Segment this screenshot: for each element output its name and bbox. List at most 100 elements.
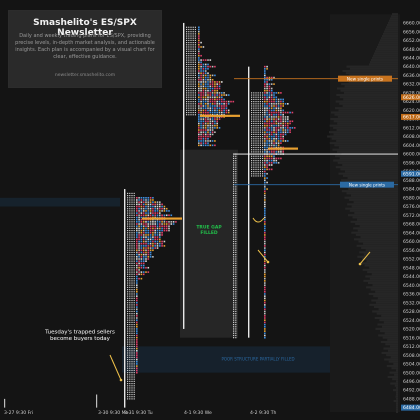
chart-background [0, 13, 400, 414]
tpo-block [136, 205, 138, 208]
tpo-dot [194, 26, 196, 28]
tpo-block [264, 328, 266, 330]
tpo-block [227, 103, 230, 105]
tpo-block [284, 103, 287, 105]
price-tick: 6648.00 [403, 47, 420, 53]
tpo-dot [186, 72, 188, 74]
tpo-block [218, 83, 221, 85]
tpo-dot [255, 151, 257, 153]
tpo-dot [131, 216, 133, 219]
tpo-dot [194, 107, 196, 109]
tpo-dot [188, 59, 190, 61]
tpo-dot [129, 214, 131, 216]
tpo-block [140, 238, 143, 241]
tpo-dot [131, 372, 133, 374]
tpo-block [147, 245, 150, 247]
tpo-dot [188, 98, 190, 101]
volume-bar [369, 63, 398, 66]
tpo-block [216, 111, 218, 114]
tpo-block [264, 312, 266, 315]
tpo-dot [127, 299, 129, 302]
tpo-dot [194, 111, 196, 114]
tpo-dot [233, 245, 235, 247]
tpo-dot [262, 173, 264, 175]
tpo-dot [127, 293, 129, 295]
tpo-dot [233, 288, 235, 291]
tpo-block [140, 229, 143, 232]
tpo-dot [233, 225, 235, 227]
tpo-dot [194, 72, 196, 74]
tpo-block [147, 229, 150, 232]
tpo-block [270, 155, 273, 158]
tpo-dot [233, 278, 235, 280]
tpo-dot [133, 234, 135, 236]
tpo-dot [129, 304, 131, 306]
price-tick: 6580.00 [403, 195, 420, 201]
tpo-block [136, 354, 138, 356]
tpo-block [198, 129, 200, 131]
tpo-dot [129, 223, 131, 225]
volume-bar [363, 279, 398, 282]
tpo-dot [194, 66, 196, 68]
tpo-block [209, 109, 212, 112]
tpo-block [275, 159, 278, 162]
tpo-block [198, 105, 200, 107]
tpo-dot [133, 328, 135, 330]
volume-bar [365, 249, 398, 252]
tpo-block [136, 321, 138, 324]
tpo-dot [131, 317, 133, 319]
tpo-block [266, 146, 268, 149]
tpo-block [280, 122, 282, 125]
tpo-block [275, 92, 278, 94]
tpo-dot [257, 118, 259, 120]
tpo-dot [262, 168, 264, 170]
volume-bar [329, 131, 398, 134]
tpo-dot [133, 291, 135, 293]
tpo-block [221, 92, 223, 94]
tpo-dot [133, 343, 135, 345]
tpo-block [202, 135, 205, 138]
volume-bar [389, 345, 398, 348]
tpo-dot [190, 114, 192, 116]
tpo-block [163, 240, 166, 243]
tpo-dot [131, 297, 133, 299]
tpo-block [147, 236, 150, 238]
tpo-block [264, 225, 266, 228]
tpo-dot [188, 66, 190, 68]
tpo-dot [235, 212, 237, 214]
tpo-dot [251, 120, 253, 122]
tpo-dot [194, 55, 196, 57]
tpo-block [211, 109, 214, 112]
tpo-block [140, 201, 143, 203]
tpo-dot [192, 39, 194, 42]
tpo-block [159, 229, 161, 232]
tpo-dot [133, 398, 135, 400]
tpo-block [200, 133, 202, 136]
tpo-block [152, 227, 154, 230]
tpo-dot [235, 323, 237, 326]
tpo-dot [127, 262, 129, 264]
tpo-block [273, 120, 275, 123]
tpo-dot [233, 175, 235, 177]
newsletter-url[interactable]: newsletter.smashelito.com [54, 73, 116, 78]
tpo-dot [131, 238, 133, 240]
tpo-block [198, 107, 200, 109]
volume-bar [335, 100, 398, 103]
tpo-block [264, 295, 266, 297]
tpo-dot [233, 262, 235, 264]
tpo-dot [251, 129, 253, 131]
tpo-block [275, 140, 278, 142]
tpo-dot [233, 179, 235, 181]
tpo-dot [127, 334, 129, 337]
tpo-dot [127, 350, 129, 352]
tpo-dot [190, 85, 192, 87]
arrow-icon [358, 262, 362, 266]
tpo-dot [133, 284, 135, 286]
tpo-block [211, 127, 214, 129]
tpo-dot [190, 72, 192, 74]
tpo-dot [129, 380, 131, 382]
tpo-dot [127, 256, 129, 258]
tpo-block [264, 310, 266, 313]
tpo-dot [190, 44, 192, 46]
tpo-block [152, 234, 154, 236]
